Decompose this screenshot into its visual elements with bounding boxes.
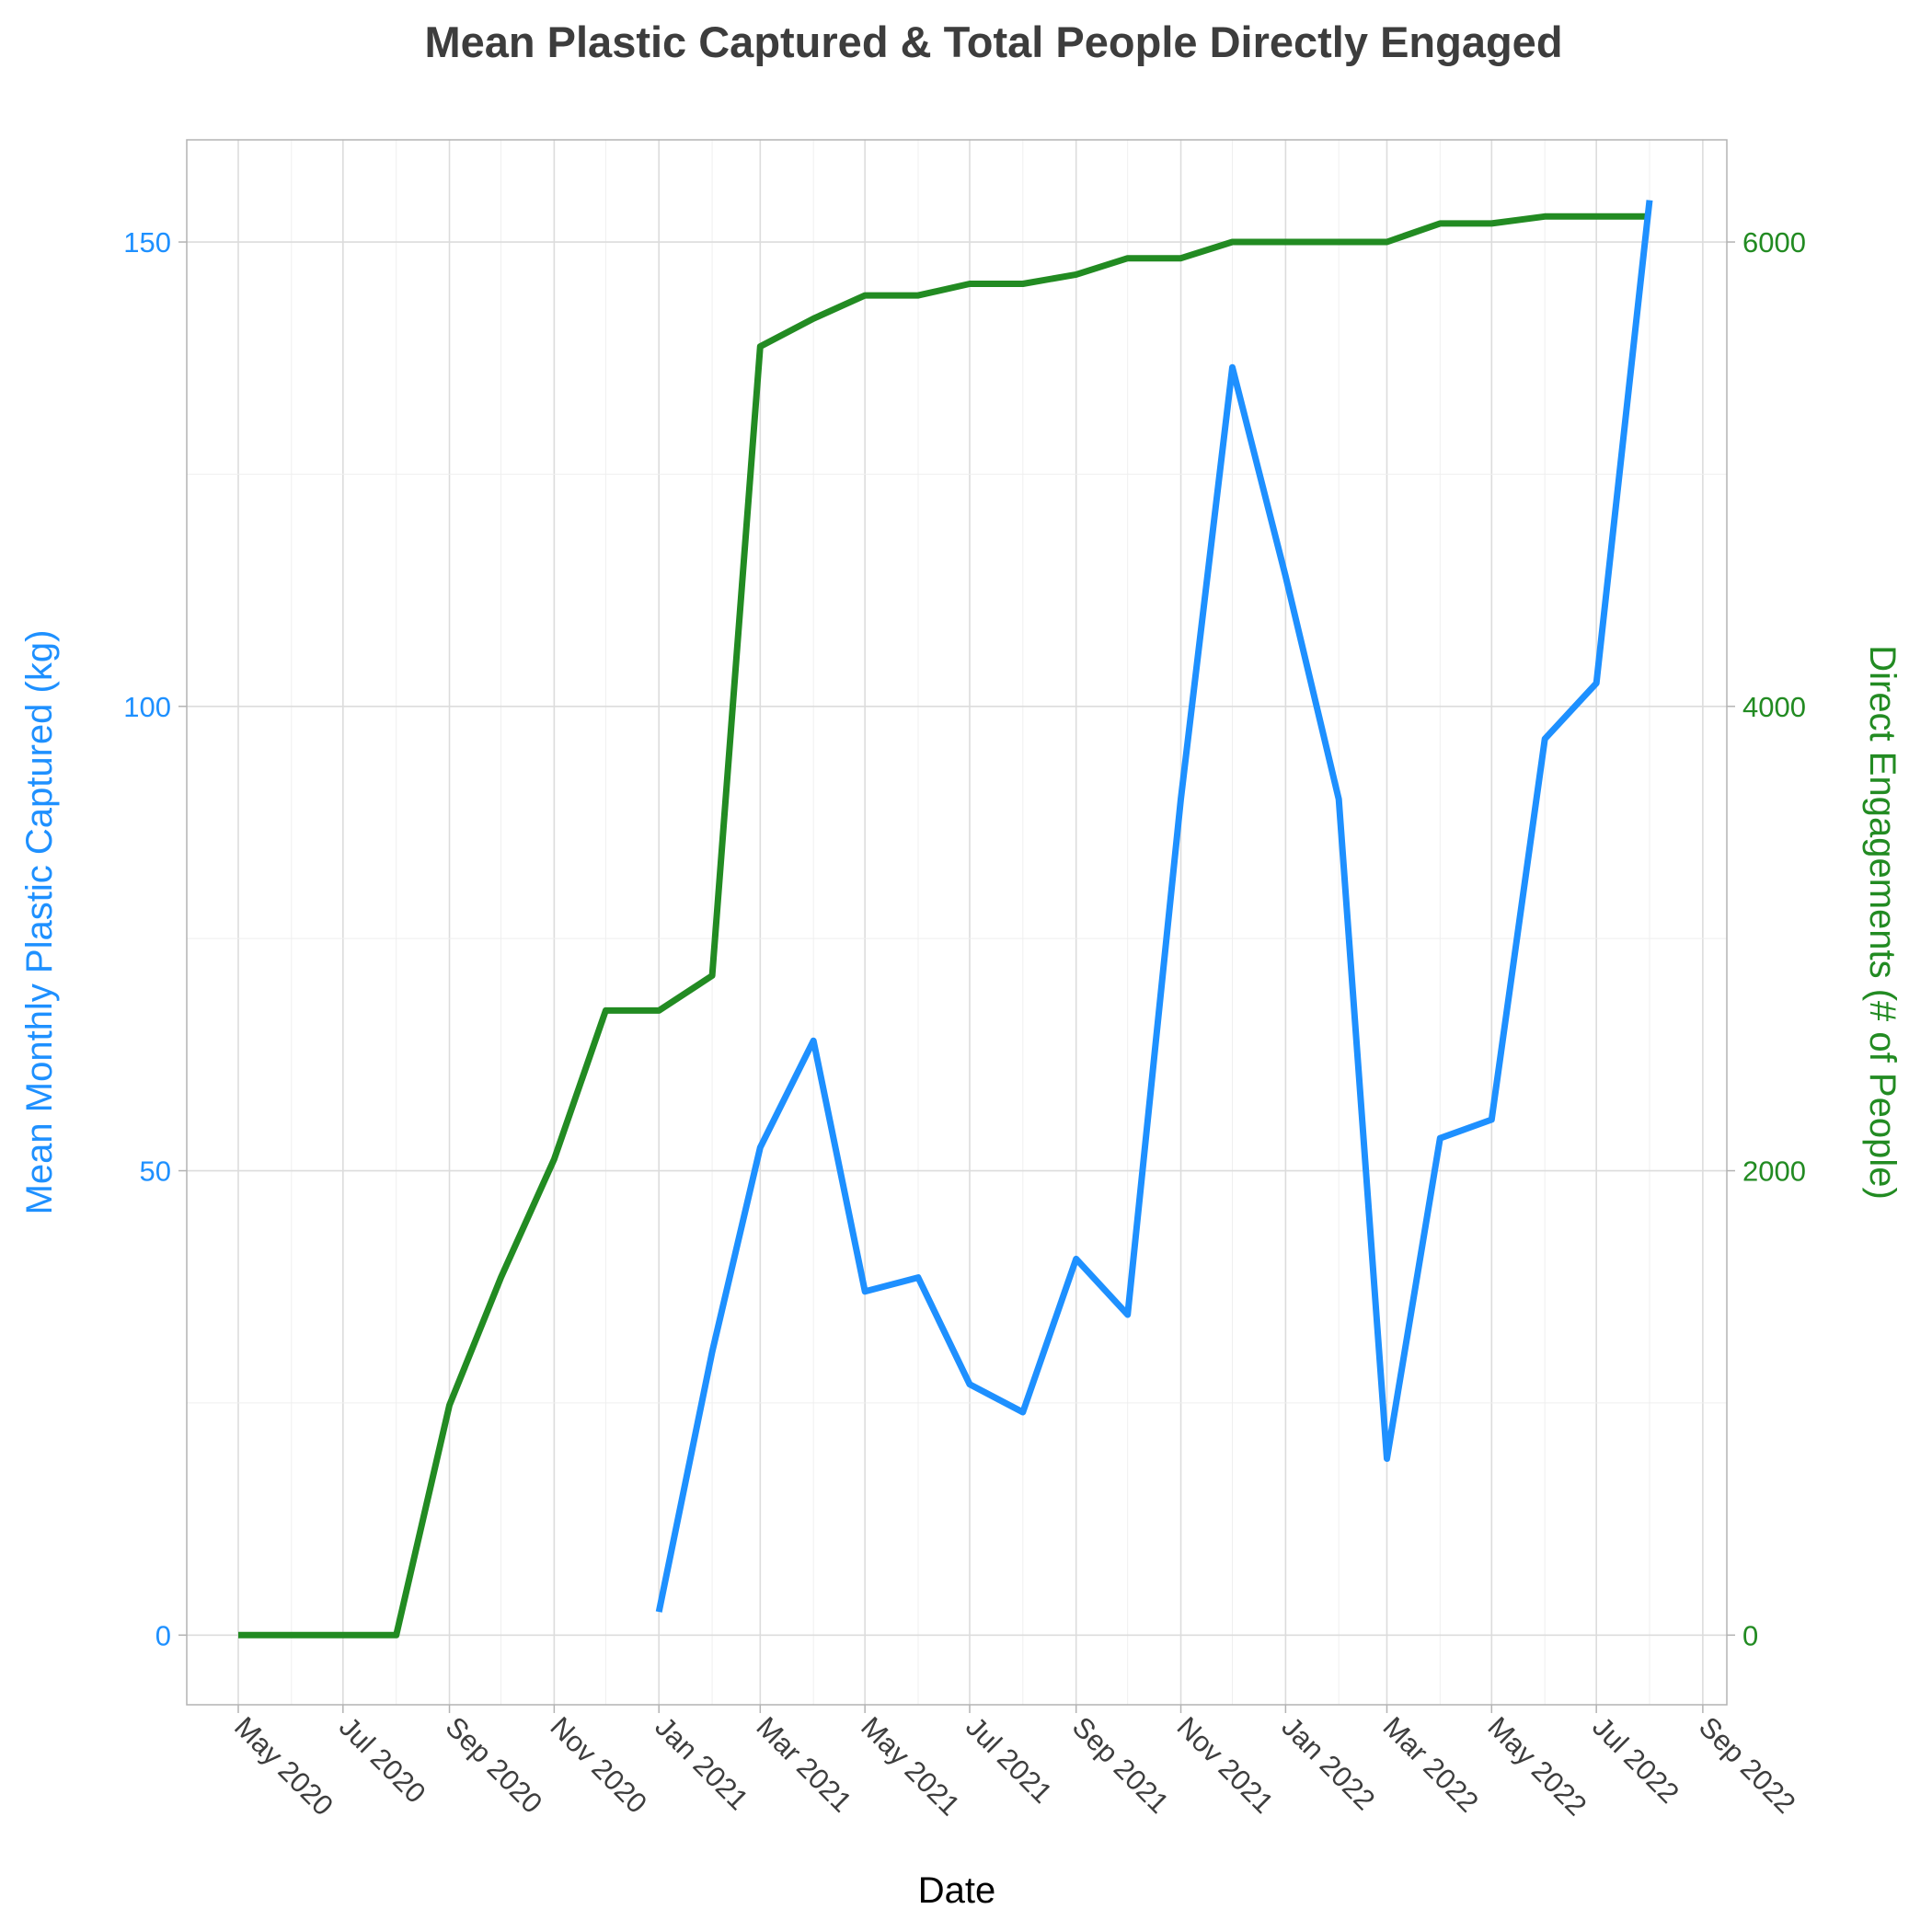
x-tick-label: Jul 2020 (333, 1710, 432, 1810)
grid-lines (187, 140, 1727, 1705)
x-tick-label: Jan 2022 (1275, 1710, 1381, 1816)
x-tick-label: Sep 2022 (1693, 1710, 1802, 1820)
y-left-tick-label: 150 (123, 226, 171, 259)
x-tick-label: May 2021 (855, 1710, 966, 1822)
y-axis-right-title: Direct Engagements (# of People) (1862, 645, 1903, 1200)
series-layer (238, 200, 1653, 1639)
x-axis-title: Date (918, 1870, 996, 1911)
x-tick-label: Nov 2021 (1171, 1710, 1281, 1820)
plastic-captured-line (655, 200, 1653, 1613)
chart-title: Mean Plastic Captured & Total People Dir… (424, 17, 1562, 66)
y-left-tick-label: 50 (140, 1156, 171, 1188)
x-tick-label: Jul 2022 (1586, 1710, 1685, 1810)
y-right-tick-label: 6000 (1742, 226, 1806, 259)
x-tick-label: Jan 2021 (649, 1710, 754, 1816)
y-axis-left-title: Mean Monthly Plastic Captured (kg) (19, 630, 60, 1215)
x-tick-label: Mar 2022 (1377, 1710, 1485, 1818)
y-axis-left: 0 50 100 150 (123, 226, 187, 1651)
y-right-tick-label: 0 (1742, 1619, 1758, 1651)
y-right-tick-label: 2000 (1742, 1156, 1806, 1188)
y-left-tick-label: 0 (155, 1619, 171, 1651)
direct-engagements-line (238, 213, 1650, 1639)
y-axis-right: 0 2000 4000 6000 (1727, 226, 1806, 1651)
x-tick-label: Mar 2021 (750, 1710, 857, 1818)
y-left-tick-label: 100 (123, 691, 171, 723)
plot-panel-border (186, 139, 1728, 1706)
x-tick-label: Sep 2020 (440, 1710, 549, 1820)
x-tick-label: May 2020 (228, 1710, 339, 1822)
x-tick-label: Sep 2021 (1066, 1710, 1176, 1820)
x-tick-label: Jul 2021 (960, 1710, 1059, 1810)
x-tick-label: May 2022 (1481, 1710, 1593, 1822)
y-right-tick-label: 4000 (1742, 691, 1806, 723)
x-tick-label: Nov 2020 (544, 1710, 653, 1820)
